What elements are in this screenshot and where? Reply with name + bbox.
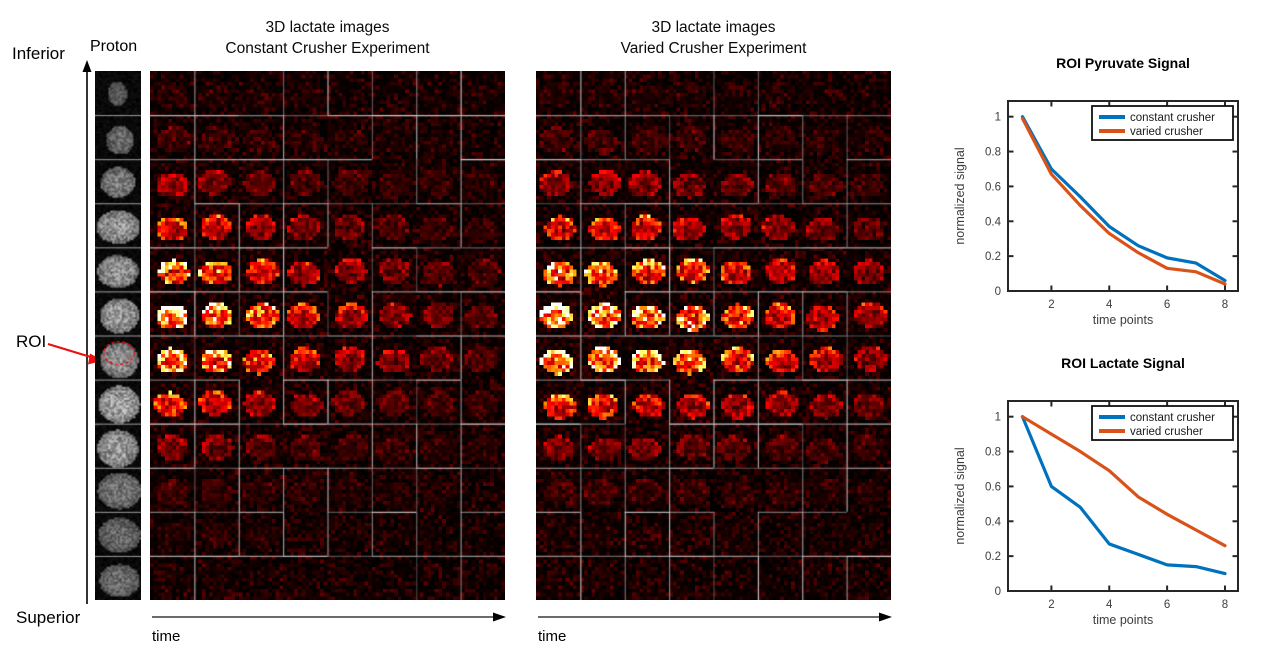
roi-label: ROI [16,332,47,351]
x-tick-label: 6 [1164,599,1170,611]
y-tick-label: 0.2 [985,251,1001,263]
time-label-constant: time [152,628,181,645]
lactate-signal-chart: ROI Lactate Signal 2 4 6 8 0 0.2 0.4 0.6 0.8 1 time… [948,338,1262,643]
proton-overlay-roi-ellipse [95,71,141,600]
y-axis-label: normalized signal [953,147,967,244]
proton-label: Proton [90,38,138,55]
data-line-varied-crusher [1020,415,1227,548]
y-tick-label: 0.4 [985,216,1002,228]
inferior-label: Inferior [12,44,65,63]
legend-box [1091,105,1234,141]
x-tick-label: 8 [1222,299,1228,311]
y-tick-label: 0.4 [985,516,1002,528]
y-axis-label: normalized signal [953,447,967,544]
x-tick-label: 4 [1106,299,1113,311]
y-tick-label: 0.8 [985,147,1001,159]
time-label-varied: time [538,628,567,645]
montage-title-varied-line1: 3D lactate images [651,19,776,36]
chart-title: ROI Pyruvate Signal [1056,55,1190,71]
axis-box [1007,400,1239,592]
data-line-constant-crusher [1020,415,1227,576]
legend-box [1091,405,1234,441]
time-arrow-constant [152,612,506,622]
montage-title-constant: 3D lactate images Constant Crusher Exper… [150,17,505,59]
y-tick-label: 0.6 [985,181,1001,193]
legend-label-constant-crusher: constant crusher [1130,112,1215,124]
montage-title-varied: 3D lactate images Varied Crusher Experim… [536,17,891,59]
montage-gridlines-varied [536,71,891,600]
montage-title-constant-line2: Constant Crusher Experiment [225,40,430,57]
y-tick-label: 0.6 [985,481,1001,493]
montage-gridlines-constant [150,71,505,600]
y-tick-label: 0.8 [985,447,1001,459]
x-tick-label: 2 [1048,299,1054,311]
x-tick-label: 6 [1164,299,1170,311]
time-arrow-varied [538,612,892,622]
data-line-varied-crusher [1020,116,1227,286]
y-tick-label: 1 [995,412,1001,424]
x-axis-label: time points [1093,313,1153,327]
x-axis-label: time points [1093,613,1153,627]
axis-box [1007,100,1239,292]
montage-title-varied-line2: Varied Crusher Experiment [620,40,807,57]
y-tick-label: 0 [995,586,1001,598]
pyruvate-signal-chart: ROI Pyruvate Signal 2 4 6 8 0 0.2 0.4 0.6 0.8 1 tim… [948,38,1262,343]
y-tick-label: 1 [995,112,1001,124]
y-tick-label: 0.2 [985,551,1001,563]
chart-title: ROI Lactate Signal [1061,355,1185,371]
x-tick-label: 2 [1048,599,1054,611]
superior-label: Superior [16,608,81,627]
superior-inferior-axis-arrow [82,60,92,604]
y-tick-label: 0 [995,286,1001,298]
x-tick-label: 8 [1222,599,1228,611]
legend-label-constant-crusher: constant crusher [1130,412,1215,424]
data-line-constant-crusher [1020,115,1227,283]
legend-label-varied-crusher: varied crusher [1130,126,1203,138]
roi-pyruvate-signal-svg: ROI Pyruvate Signal 2 4 6 8 0 0.2 0.4 0.6 0.8 1 tim… [953,55,1239,327]
montage-title-constant-line1: 3D lactate images [265,19,390,36]
legend-label-varied-crusher: varied crusher [1130,426,1203,438]
x-tick-label: 4 [1106,599,1113,611]
roi-lactate-signal-svg: ROI Lactate Signal 2 4 6 8 0 0.2 0.4 0.6 0.8 1 time… [953,355,1239,627]
